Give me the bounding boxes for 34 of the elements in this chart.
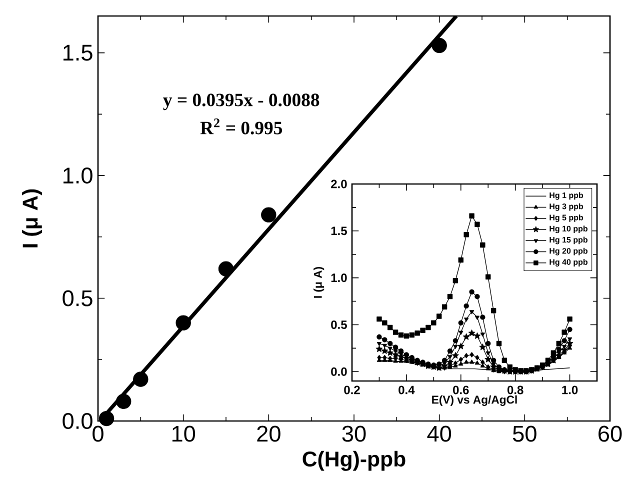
x-tick-label: 30 [342,426,366,442]
y-tick-label: 0.0 [331,367,347,376]
y-tick-label: 1.0 [331,274,347,282]
x-axis-title: E(V) vs Ag/AgCl [432,395,517,406]
y-tick-label: 0.5 [62,290,92,306]
y-tick-label: 1.5 [64,44,92,61]
legend-label: Hg 15 ppb [550,236,588,244]
x-tick-label: 1.0 [562,386,578,394]
x-tick-label: 0.4 [398,386,415,394]
legend-label: Hg 1 ppb [550,192,584,200]
x-tick-label: 60 [598,426,622,442]
y-tick-label: 1.5 [331,226,347,236]
y-tick-label: 1.0 [64,168,92,184]
legend-label: Hg 20 ppb [550,248,588,256]
legend-label: Hg 10 ppb [550,226,588,234]
y-tick-label: 0.5 [331,320,347,329]
x-tick-label: 0.2 [344,386,360,394]
x-tick-label: 10 [172,426,196,442]
x-tick-label: 0 [92,426,104,442]
legend-label: Hg 5 ppb [550,214,584,222]
text: R$^{2}$ = 0.995 [200,118,282,134]
legend-label: Hg 40 ppb [550,258,588,266]
x-tick-label: 20 [257,426,280,442]
y-tick-label: 2.0 [331,180,347,188]
y-axis-title: I (μ A) [314,267,324,298]
y-axis-title: I (μ A) [22,189,42,248]
legend-label: Hg 3 ppb [550,203,584,211]
x-tick-label: 40 [427,426,452,442]
y-tick-label: 0.0 [62,412,92,430]
x-axis-title: C(Hg)-ppb [302,450,406,471]
x-tick-label: 50 [512,426,536,442]
x-tick-label: 0.8 [507,386,524,394]
annotation: y = 0.0395x - 0.0088 [163,94,320,110]
x-tick-label: 0.6 [453,386,469,394]
